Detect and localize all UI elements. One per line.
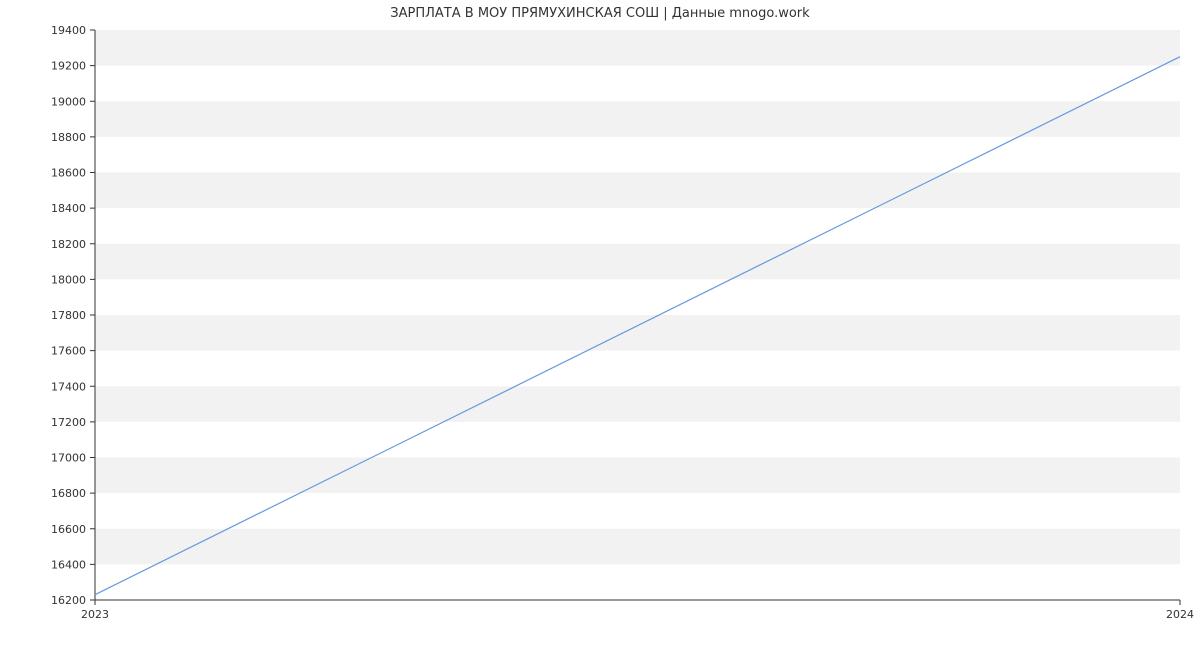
svg-text:17600: 17600 — [51, 345, 86, 358]
svg-text:16400: 16400 — [51, 558, 86, 571]
svg-text:18200: 18200 — [51, 238, 86, 251]
svg-text:16800: 16800 — [51, 487, 86, 500]
svg-text:17800: 17800 — [51, 309, 86, 322]
chart-svg: 16200 16400 16600 16800 17000 17200 17400 17600… — [0, 0, 1200, 650]
svg-text:19000: 19000 — [51, 95, 86, 108]
svg-text:18600: 18600 — [51, 167, 86, 180]
svg-text:19200: 19200 — [51, 60, 86, 73]
svg-text:17200: 17200 — [51, 416, 86, 429]
svg-text:17000: 17000 — [51, 452, 86, 465]
salary-chart: ЗАРПЛАТА В МОУ ПРЯМУХИНСКАЯ СОШ | Данные… — [0, 0, 1200, 650]
svg-text:18000: 18000 — [51, 273, 86, 286]
svg-text:2024: 2024 — [1166, 608, 1194, 621]
svg-text:19400: 19400 — [51, 24, 86, 37]
svg-text:18800: 18800 — [51, 131, 86, 144]
svg-text:18400: 18400 — [51, 202, 86, 215]
svg-text:2023: 2023 — [81, 608, 109, 621]
svg-text:17400: 17400 — [51, 380, 86, 393]
svg-text:16600: 16600 — [51, 523, 86, 536]
svg-text:16200: 16200 — [51, 594, 86, 607]
